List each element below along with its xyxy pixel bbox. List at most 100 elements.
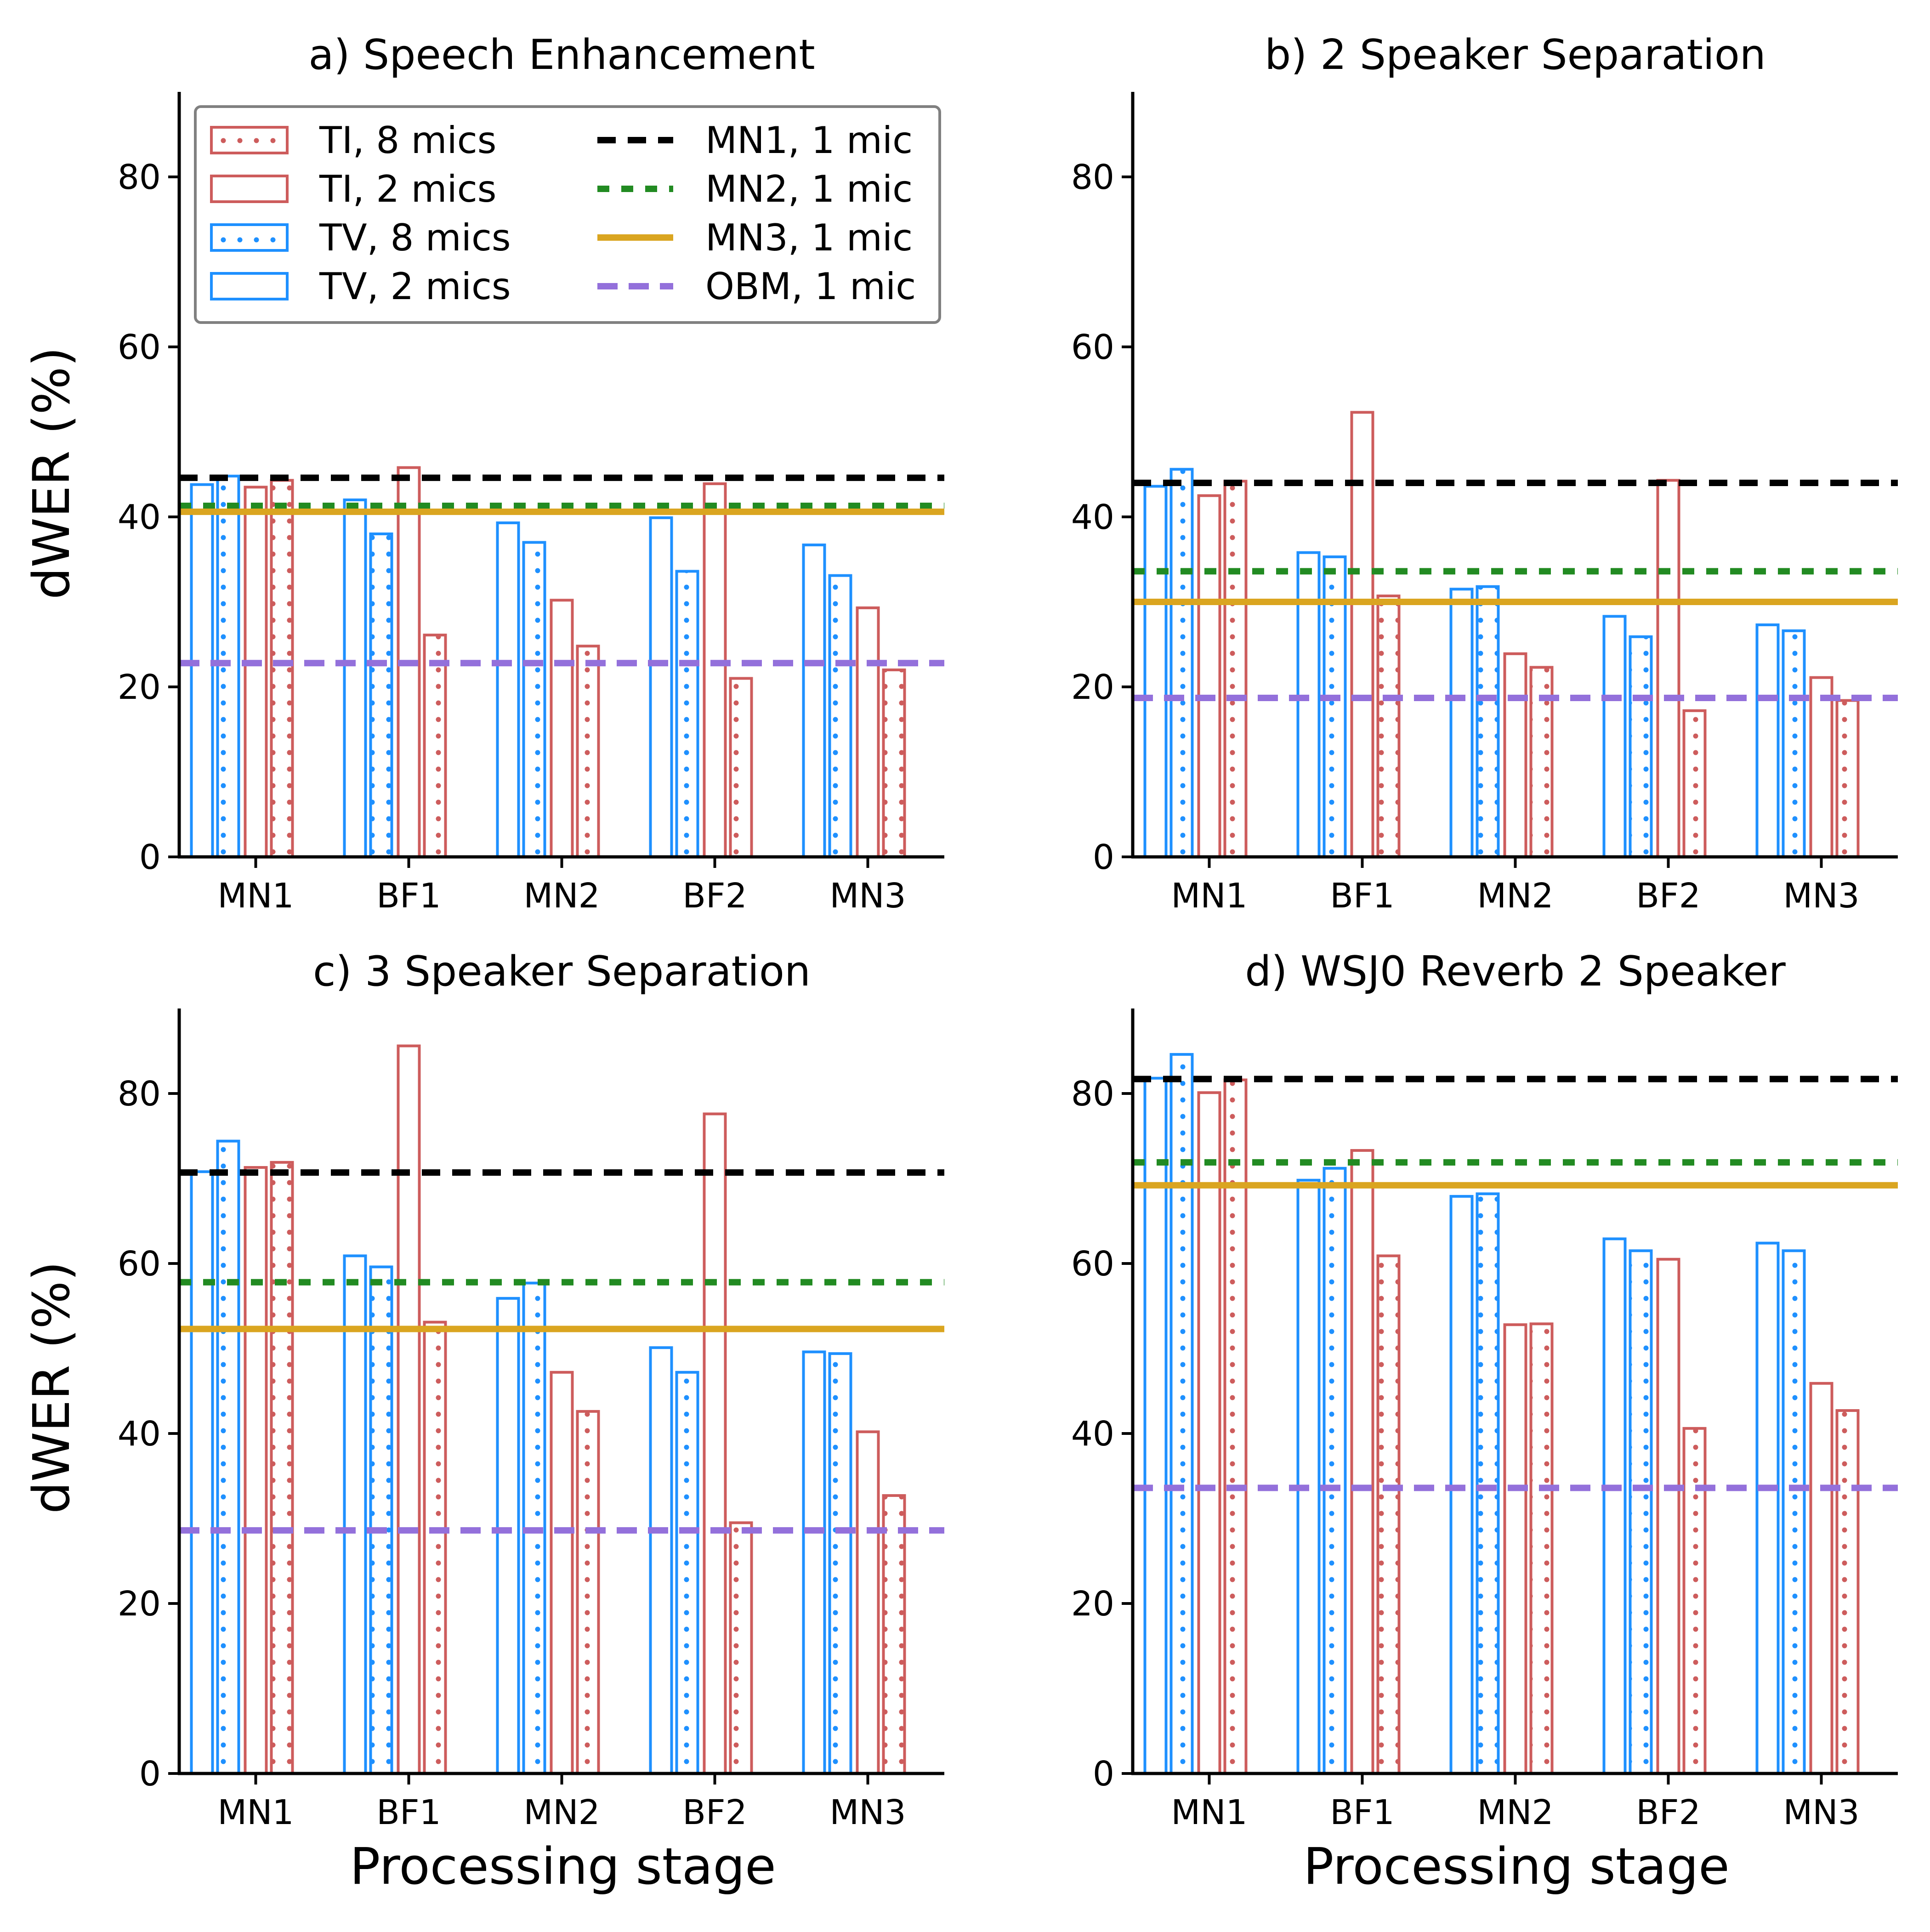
bar-ti-2-mics-mn3 [856, 606, 880, 858]
bar-ti-8-mics-mn2 [576, 1410, 600, 1775]
x-tick-label: BF1 [376, 876, 441, 916]
x-tick-label: MN2 [523, 876, 600, 916]
y-tick-label: 80 [118, 1074, 161, 1114]
bar-ti-2-mics-mn3 [1809, 1382, 1834, 1775]
bar-ti-2-mics-bf2 [703, 1112, 727, 1775]
bar-tv-2-mics-mn1 [1143, 485, 1168, 858]
bar-tv-8-mics-bf2 [675, 1371, 699, 1775]
bar-tv-8-mics-mn3 [1782, 1249, 1806, 1775]
legend-entry-mn2-1-mic: MN2, 1 mic [597, 168, 913, 210]
x-tick-label: BF1 [1330, 1793, 1394, 1832]
bar-ti-2-mics-mn2 [1503, 652, 1527, 858]
chart-panel-1: a) Speech Enhancement 0 20 40 60 80 MN1 BF1 MN2 B… [118, 31, 944, 916]
x-tick-label: BF2 [1636, 876, 1700, 916]
x-tick-label: BF2 [682, 1793, 747, 1832]
y-axis-title-bottom: dWER (%) [22, 1261, 81, 1514]
bar-ti-8-mics-mn2 [576, 645, 600, 858]
bar-ti-2-mics-bf2 [1656, 1258, 1680, 1775]
y-tick-label: 0 [139, 1754, 161, 1794]
legend-swatch [210, 223, 289, 252]
bar-tv-8-mics-bf1 [369, 1265, 393, 1775]
y-tick-label: 20 [1071, 1584, 1114, 1624]
x-tick-label: MN3 [1783, 876, 1859, 916]
legend-entry-ti-2-mics: TI, 2 mics [210, 168, 496, 210]
bar-ti-2-mics-mn1 [1197, 1091, 1221, 1775]
y-tick-label: 40 [118, 498, 161, 537]
bar-ti-2-mics-bf1 [1350, 411, 1374, 858]
bar-ti-8-mics-bf1 [1376, 1254, 1401, 1775]
bar-tv-2-mics-mn3 [1755, 1241, 1780, 1775]
bar-ti-8-mics-bf2 [1682, 1427, 1707, 1775]
bar-tv-8-mics-mn1 [1169, 468, 1194, 858]
legend-label: TI, 8 mics [319, 119, 496, 162]
x-tick-label: BF2 [1636, 1793, 1700, 1832]
legend-frame [194, 105, 941, 324]
panel-title: b) 2 Speaker Separation [1265, 31, 1766, 79]
bar-tv-2-mics-bf2 [649, 516, 673, 858]
legend-entry-tv-2-mics: TV, 2 mics [210, 265, 511, 308]
legend-swatch [210, 272, 289, 300]
bar-tv-2-mics-mn1 [190, 483, 214, 858]
bar-tv-2-mics-mn2 [496, 521, 520, 858]
bar-tv-8-mics-bf2 [1629, 1249, 1653, 1775]
bar-ti-8-mics-mn3 [1835, 699, 1860, 858]
x-tick-label: MN2 [1477, 1793, 1553, 1832]
bar-ti-8-mics-mn1 [270, 1161, 294, 1775]
x-tick-label: BF1 [1330, 876, 1394, 916]
x-tick-label: MN2 [523, 1793, 600, 1832]
bar-tv-8-mics-mn2 [1476, 1192, 1500, 1775]
chart-panel-3: c) 3 Speaker Separation 0 20 40 60 80 MN1 BF1 MN… [118, 947, 944, 1832]
legend-label: MN1, 1 mic [705, 119, 913, 162]
bar-ti-2-mics-mn1 [244, 1166, 268, 1775]
y-tick-label: 60 [1071, 1244, 1114, 1284]
bar-ti-2-mics-mn3 [856, 1430, 880, 1775]
legend-entry-tv-8-mics: TV, 8 mics [210, 216, 511, 259]
bar-tv-2-mics-bf1 [343, 1254, 367, 1775]
chart-panel-4: d) WSJ0 Reverb 2 Speaker 0 20 40 60 80 MN1 BF1 M… [1071, 947, 1898, 1832]
bar-tv-2-mics-bf1 [1296, 1178, 1321, 1775]
bar-tv-8-mics-bf1 [1323, 555, 1347, 858]
x-tick-label: BF1 [376, 1793, 441, 1832]
bar-ti-8-mics-mn1 [1223, 480, 1248, 859]
bar-tv-2-mics-mn3 [802, 544, 826, 859]
bar-ti-2-mics-bf2 [1656, 479, 1680, 858]
x-tick-label: MN3 [1783, 1793, 1859, 1832]
y-axis-title-top: dWER (%) [22, 347, 81, 600]
bar-ti-8-mics-mn1 [270, 479, 294, 858]
bar-tv-8-mics-mn1 [216, 475, 240, 858]
bar-ti-2-mics-mn2 [550, 599, 574, 859]
legend-entry-obm-1-mic: OBM, 1 mic [597, 265, 916, 308]
legend-entry-mn1-1-mic: MN1, 1 mic [597, 119, 913, 162]
y-tick-label: 0 [1093, 1754, 1114, 1794]
y-tick-label: 20 [118, 1584, 161, 1624]
bar-ti-8-mics-bf2 [729, 1521, 753, 1775]
panel-title: d) WSJ0 Reverb 2 Speaker [1245, 947, 1786, 996]
x-tick-label: BF2 [682, 876, 747, 916]
bar-ti-8-mics-mn3 [882, 669, 906, 858]
bar-tv-2-mics-bf2 [1602, 615, 1627, 858]
y-tick-label: 40 [1071, 498, 1114, 537]
panel-title: a) Speech Enhancement [308, 31, 815, 79]
bar-ti-2-mics-mn3 [1809, 676, 1834, 859]
x-tick-label: MN3 [829, 876, 906, 916]
y-tick-label: 80 [1071, 1074, 1114, 1114]
bar-tv-2-mics-mn3 [802, 1350, 826, 1775]
bar-ti-2-mics-bf1 [397, 1044, 421, 1775]
y-tick-label: 60 [118, 328, 161, 367]
bar-tv-8-mics-mn2 [522, 541, 546, 858]
x-axis-title-left: Processing stage [350, 1837, 776, 1896]
x-tick-label: MN1 [1171, 1793, 1247, 1832]
bar-tv-2-mics-mn2 [496, 1297, 520, 1775]
bar-tv-8-mics-mn3 [1782, 629, 1806, 859]
x-tick-label: MN1 [1171, 876, 1247, 916]
bar-tv-8-mics-bf2 [1629, 635, 1653, 858]
legend: TI, 8 mics TI, 2 mics TV, 8 mics TV, 2 mics… [194, 105, 941, 324]
bar-ti-8-mics-bf1 [1376, 595, 1401, 859]
panel-title: c) 3 Speaker Separation [313, 947, 811, 996]
legend-label: TV, 8 mics [319, 216, 511, 259]
bar-ti-8-mics-bf1 [423, 634, 447, 859]
legend-entry-mn3-1-mic: MN3, 1 mic [597, 216, 913, 259]
bar-ti-8-mics-mn3 [1835, 1409, 1860, 1775]
bar-ti-2-mics-mn1 [1197, 494, 1221, 858]
